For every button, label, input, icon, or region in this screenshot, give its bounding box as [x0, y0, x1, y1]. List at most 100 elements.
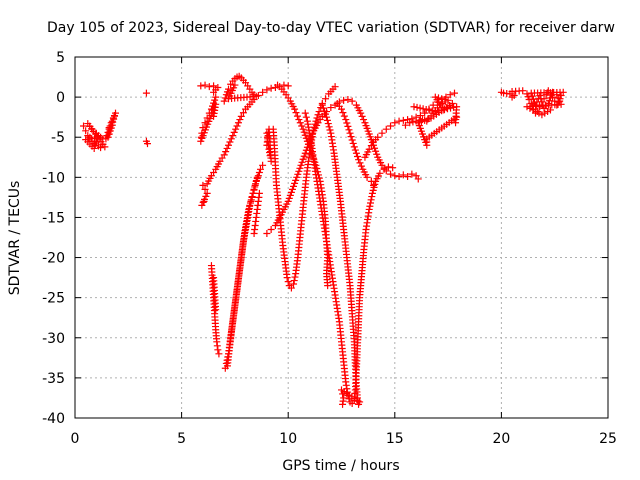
data-point [554, 94, 562, 102]
data-point [340, 112, 348, 120]
series-seg-i [221, 161, 267, 372]
data-point [295, 116, 303, 124]
data-point [322, 95, 330, 103]
data-point [366, 202, 374, 210]
data-point [199, 198, 207, 206]
data-point [387, 122, 395, 130]
data-point [546, 106, 554, 114]
data-point [211, 96, 219, 104]
data-point [450, 103, 458, 111]
data-point [339, 400, 347, 408]
x-tick-label: 5 [177, 431, 186, 447]
data-point [368, 189, 376, 197]
data-point [419, 105, 427, 113]
data-point [284, 197, 292, 205]
data-point [293, 173, 301, 181]
data-point [421, 109, 429, 117]
x-tick-label: 10 [279, 431, 297, 447]
y-axis-ticks: 5 0 -5 -10 -15 -20 -25 -30 -35 -40 [42, 50, 608, 427]
data-point [367, 177, 375, 185]
data-point [391, 119, 399, 127]
y-tick-label: -25 [42, 291, 65, 307]
data-point [294, 170, 302, 178]
data-point [441, 96, 449, 104]
data-point [234, 119, 242, 127]
data-point [299, 155, 307, 163]
data-point [230, 128, 238, 136]
data-point [391, 172, 399, 180]
data-point [210, 88, 218, 96]
data-point [212, 93, 220, 101]
data-point [105, 130, 113, 138]
data-point [291, 179, 299, 187]
data-point [226, 138, 234, 146]
data-point [267, 225, 275, 233]
data-point [352, 149, 360, 157]
data-point [345, 126, 353, 134]
data-point [267, 84, 275, 92]
data-point [250, 186, 258, 194]
y-tick-label: -30 [42, 331, 65, 347]
series-seg-b [102, 109, 120, 143]
data-point [80, 122, 88, 130]
data-point [274, 81, 282, 89]
data-point [346, 129, 354, 137]
series-seg-r [361, 89, 461, 161]
data-point [298, 158, 306, 166]
data-point [453, 103, 461, 111]
data-point [413, 103, 421, 111]
data-point [252, 180, 260, 188]
series-seg-p [318, 101, 364, 408]
data-point [446, 91, 454, 99]
data-point [296, 164, 304, 172]
data-point [200, 197, 208, 205]
data-point [291, 105, 299, 113]
data-point [425, 106, 433, 114]
data-point [221, 94, 229, 102]
data-point [327, 104, 335, 112]
data-point [556, 97, 564, 105]
data-point [263, 141, 271, 149]
data-point [348, 136, 356, 144]
data-point [373, 150, 381, 158]
data-point [399, 116, 407, 124]
data-point [338, 105, 345, 113]
data-point [358, 112, 366, 120]
data-point [351, 146, 359, 154]
data-point [338, 386, 345, 394]
data-point [112, 109, 120, 117]
data-point [437, 106, 445, 114]
data-point [510, 92, 518, 100]
series-seg-j [250, 189, 263, 237]
data-point [143, 140, 151, 148]
data-point [408, 115, 416, 123]
data-point [302, 146, 310, 154]
data-point [389, 164, 397, 172]
series-seg-m [269, 83, 339, 292]
data-point [416, 104, 424, 112]
data-point [197, 82, 205, 90]
data-point [247, 196, 255, 204]
data-point [526, 104, 534, 112]
data-point [313, 114, 321, 122]
data-point [292, 176, 300, 184]
data-point [198, 201, 206, 209]
data-point [293, 112, 301, 120]
data-point [302, 113, 310, 121]
data-point [92, 138, 100, 146]
data-point [239, 109, 247, 117]
data-point [319, 104, 327, 112]
data-point [440, 105, 448, 113]
data-point [380, 165, 388, 173]
data-point [297, 161, 305, 169]
data-point [331, 83, 339, 91]
data-point [82, 127, 90, 135]
data-point [323, 113, 331, 121]
data-point [291, 273, 299, 281]
data-point [368, 193, 376, 201]
series-seg-g [220, 72, 260, 105]
data-point [301, 109, 309, 117]
data-point [249, 189, 257, 197]
data-point [253, 173, 261, 181]
y-tick-label: 0 [56, 90, 65, 106]
